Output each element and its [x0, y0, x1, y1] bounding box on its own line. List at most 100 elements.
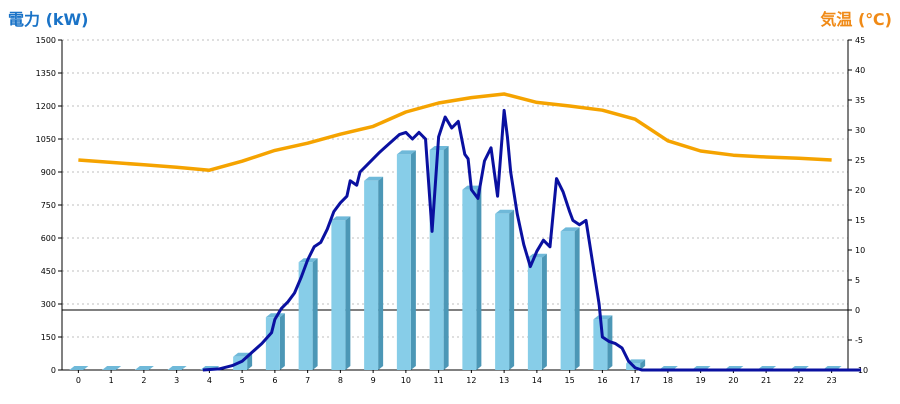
bar-side — [378, 176, 384, 370]
bar-front — [527, 257, 542, 370]
x-tick-label: 3 — [174, 376, 179, 385]
left-tick-label: 900 — [41, 168, 56, 177]
right-tick-label: 45 — [855, 36, 865, 45]
left-axis-title: 電力 (kW) — [8, 10, 89, 29]
bar — [560, 227, 580, 370]
bar-front — [364, 180, 379, 370]
bar — [462, 185, 482, 370]
left-tick-label: 600 — [41, 234, 56, 243]
bar-top — [102, 366, 122, 370]
power-line — [202, 108, 862, 372]
bar-front — [462, 189, 477, 370]
x-tick-label: 5 — [240, 376, 245, 385]
bar-front — [265, 317, 280, 370]
bar — [298, 258, 318, 370]
bar — [495, 209, 515, 370]
bar-top — [69, 366, 89, 370]
right-tick-label: 10 — [855, 246, 865, 255]
bar-top — [527, 253, 547, 258]
bar-top — [495, 209, 515, 214]
right-tick-label: 25 — [855, 156, 865, 165]
bar-top — [560, 227, 580, 232]
x-tick-label: 19 — [696, 376, 706, 385]
bar-top — [593, 315, 613, 320]
x-tick-label: 11 — [434, 376, 444, 385]
bar — [167, 366, 187, 370]
bar-side — [509, 209, 515, 370]
bar — [134, 366, 154, 370]
bar-top — [265, 313, 285, 318]
bar-top — [134, 366, 154, 370]
left-tick-label: 1050 — [36, 135, 56, 144]
right-tick-label: 15 — [855, 216, 865, 225]
x-tick-label: 6 — [272, 376, 277, 385]
left-tick-label: 1500 — [36, 36, 56, 45]
bar-side — [541, 253, 547, 370]
bar — [265, 313, 285, 370]
bar — [331, 216, 351, 370]
bar-side — [410, 150, 416, 370]
bar — [102, 366, 122, 370]
left-tick-label: 300 — [41, 300, 56, 309]
bar-front — [331, 220, 346, 370]
x-tick-label: 15 — [565, 376, 575, 385]
x-tick-label: 21 — [761, 376, 771, 385]
x-tick-label: 10 — [401, 376, 411, 385]
bar-front — [560, 231, 575, 370]
bar-side — [476, 185, 482, 370]
bar — [527, 253, 547, 370]
right-axis-title: 気温 (℃) — [820, 10, 892, 29]
right-tick-label: 5 — [855, 276, 860, 285]
left-tick-label: 1200 — [36, 102, 56, 111]
bar-top — [364, 176, 384, 181]
x-tick-label: 17 — [630, 376, 640, 385]
bar-side — [574, 227, 580, 370]
x-tick-label: 4 — [207, 376, 212, 385]
left-tick-label: 750 — [41, 201, 56, 210]
x-tick-label: 14 — [532, 376, 542, 385]
bar-top — [396, 150, 416, 155]
x-tick-label: 13 — [499, 376, 509, 385]
bar — [396, 150, 416, 370]
x-tick-label: 7 — [305, 376, 310, 385]
x-tick-label: 2 — [141, 376, 146, 385]
x-tick-label: 0 — [76, 376, 81, 385]
right-tick-label: -10 — [855, 366, 868, 375]
bar-side — [640, 359, 646, 370]
right-tick-label: 35 — [855, 96, 865, 105]
x-tick-label: 22 — [794, 376, 804, 385]
left-tick-label: 450 — [41, 267, 56, 276]
left-tick-label: 0 — [51, 366, 56, 375]
x-tick-label: 20 — [728, 376, 738, 385]
x-tick-label: 16 — [597, 376, 607, 385]
temperature-line — [78, 92, 832, 172]
bar — [429, 146, 449, 370]
right-tick-label: 30 — [855, 126, 865, 135]
right-tick-label: 0 — [855, 306, 860, 315]
right-tick-label: -5 — [855, 336, 863, 345]
bar-front — [298, 262, 313, 370]
x-tick-label: 1 — [109, 376, 114, 385]
x-tick-label: 8 — [338, 376, 343, 385]
right-tick-label: 20 — [855, 186, 865, 195]
left-tick-label: 1350 — [36, 69, 56, 78]
right-tick-label: 40 — [855, 66, 865, 75]
bar-side — [345, 216, 351, 370]
bar-side — [443, 146, 449, 370]
bar-top — [331, 216, 351, 221]
x-tick-label: 18 — [663, 376, 673, 385]
x-tick-label: 23 — [827, 376, 837, 385]
bar-front — [396, 154, 411, 370]
bar — [364, 176, 384, 370]
bar — [69, 366, 89, 370]
bar-front — [593, 319, 608, 370]
x-tick-label: 12 — [466, 376, 476, 385]
bar-side — [279, 313, 285, 370]
left-tick-label: 150 — [41, 333, 56, 342]
bar-front — [495, 213, 510, 370]
bar-top — [167, 366, 187, 370]
x-tick-label: 9 — [371, 376, 376, 385]
bar-side — [312, 258, 318, 370]
